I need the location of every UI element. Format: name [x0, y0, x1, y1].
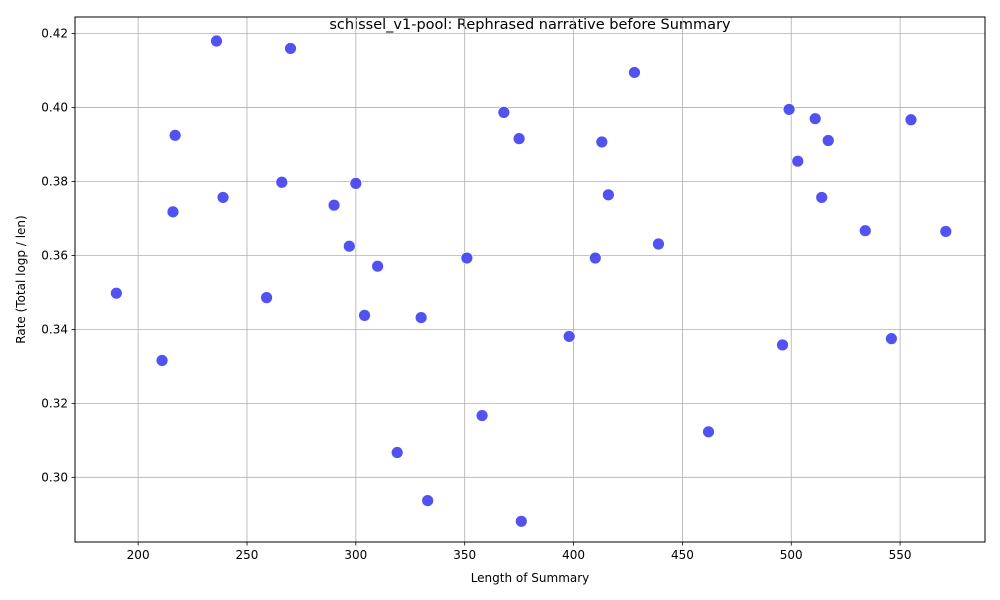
scatter-point: [562, 330, 576, 343]
scatter-point: [782, 103, 796, 116]
scatter-point: [414, 311, 428, 324]
x-tick-label: 500: [780, 548, 803, 562]
scatter-point: [776, 338, 789, 352]
scatter-point: [216, 191, 230, 204]
scatter-point: [858, 224, 872, 238]
grid: [75, 17, 985, 542]
scatter-point: [514, 514, 528, 528]
scatter-point: [109, 286, 123, 300]
scatter-point: [808, 112, 822, 126]
scatter-point: [652, 237, 665, 251]
scatter-point: [358, 308, 371, 322]
y-tick-label: 0.36: [41, 248, 68, 262]
scatter-point: [821, 134, 835, 147]
x-axis: 200 250 300 350 400 450 500 550: [127, 542, 912, 562]
scatter-point: [166, 205, 180, 219]
scatter-point: [421, 494, 435, 507]
scatter-point: [460, 251, 474, 265]
scatter-point: [595, 135, 609, 149]
scatter-point: [628, 66, 641, 79]
scatter-point: [939, 225, 953, 238]
y-tick-label: 0.30: [41, 470, 68, 484]
scatter-point: [884, 332, 898, 346]
y-tick-label: 0.42: [41, 27, 68, 41]
scatter-point: [284, 42, 297, 55]
scatter-point: [327, 198, 341, 212]
x-tick-label: 350: [453, 548, 476, 562]
scatter-point: [260, 291, 273, 305]
scatter-point: [791, 154, 805, 168]
scatter-point: [390, 446, 404, 459]
scatter-point: [168, 128, 182, 142]
scatter-point: [815, 191, 829, 204]
scatter-point: [155, 354, 169, 367]
x-tick-label: 400: [562, 548, 585, 562]
x-axis-label: Length of Summary: [471, 571, 590, 585]
scatter-point: [475, 409, 489, 422]
y-axis: 0.30 0.32 0.34 0.36 0.38 0.40 0.42: [41, 27, 75, 484]
scatter-point: [702, 425, 715, 439]
scatter-point: [904, 113, 918, 127]
data-points: [109, 34, 953, 528]
x-tick-label: 200: [127, 548, 150, 562]
scatter-point: [512, 132, 526, 146]
x-tick-label: 300: [344, 548, 367, 562]
y-axis-label: Rate (Total logp / len): [14, 215, 28, 343]
plot-frame: [74, 16, 986, 543]
scatter-point: [371, 259, 385, 273]
x-tick-label: 450: [671, 548, 694, 562]
x-tick-label: 550: [889, 548, 912, 562]
scatter-point: [349, 176, 363, 190]
scatter-point: [275, 175, 289, 189]
chart-title: schissel_v1-pool: Rephrased narrative be…: [329, 17, 731, 33]
y-tick-label: 0.34: [41, 322, 68, 336]
scatter-point: [601, 188, 615, 202]
scatter-point: [497, 105, 511, 119]
y-tick-label: 0.38: [41, 175, 68, 189]
scatter-point: [210, 34, 223, 48]
x-tick-label: 250: [236, 548, 259, 562]
scatter-point: [588, 251, 602, 265]
scatter-point: [342, 239, 356, 253]
y-tick-label: 0.32: [41, 396, 68, 410]
y-tick-label: 0.40: [41, 101, 68, 115]
